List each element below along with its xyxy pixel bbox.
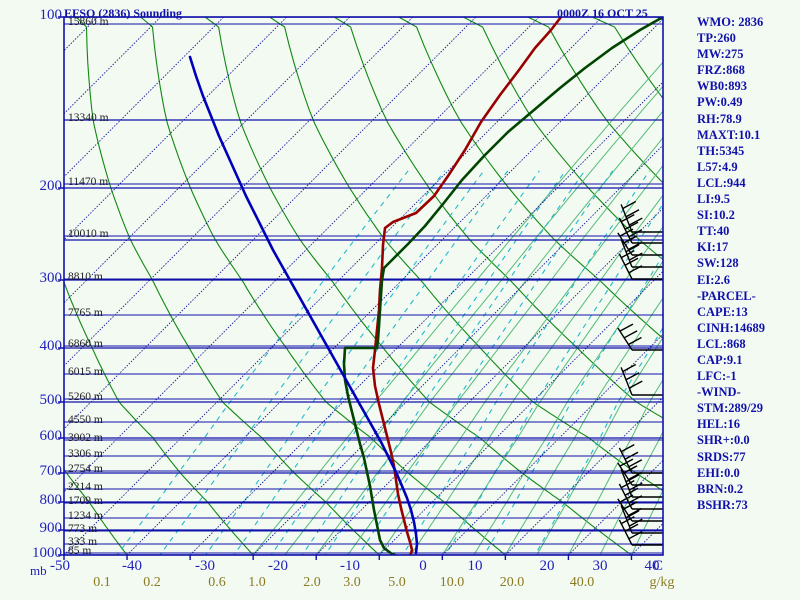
index-row: EHI:0.0 [697, 465, 740, 480]
index-row: -WIND- [697, 385, 741, 400]
temperature-tick-label: 20 [539, 558, 555, 574]
temperature-tick-label: 30 [592, 558, 608, 574]
pressure-tick-label: 1000 [32, 545, 62, 561]
plot-frame [63, 16, 664, 556]
pressure-tick-label: 800 [39, 492, 63, 508]
index-row: SRDS:77 [697, 449, 746, 464]
index-row: CAP:9.1 [697, 352, 743, 367]
height-label: 11470 m [68, 176, 109, 188]
indices-panel: WMO: 2836 TP:260 MW:275 FRZ:868 WB0:893 PW:0.… [697, 14, 797, 513]
mixing-ratio-tick-label: 3.0 [343, 575, 361, 590]
pressure-tick-label: 900 [39, 520, 63, 536]
pressure-tick-label: 600 [39, 428, 63, 444]
index-row: EI:2.6 [697, 272, 730, 287]
index-row: L57:4.9 [697, 159, 738, 174]
temperature-tick-label: 40 [644, 558, 660, 574]
height-label: 2214 m [68, 481, 103, 493]
index-row: CINH:14689 [697, 320, 766, 335]
height-label: 2754 m [68, 463, 103, 475]
height-label: 1234 m [68, 510, 103, 522]
temperature-tick-label: -20 [268, 558, 288, 574]
temperature-unit-label: C [652, 558, 663, 574]
height-label: 8810 m [68, 271, 103, 283]
moist-adiabat-lines [252, 61, 663, 555]
index-row: TP:260 [697, 31, 736, 46]
index-row: BRN:0.2 [697, 481, 744, 496]
mixing-ratio-tick-label: 40.0 [569, 575, 595, 590]
index-row: LFC:-1 [697, 369, 737, 384]
height-label: 10010 m [68, 228, 109, 240]
mixing-ratio-tick-label: 5.0 [388, 575, 406, 590]
pressure-unit-label: mb [30, 563, 47, 578]
mixing-ratio-lines [116, 170, 663, 555]
wind-barbs [617, 200, 663, 546]
pressure-tick-label: 300 [39, 270, 63, 286]
index-row: WB0:893 [697, 79, 747, 94]
height-label: 6015 m [68, 366, 103, 378]
page-title: EFSO (2836) Sounding [64, 6, 183, 20]
index-row: SHR+:0.0 [697, 433, 750, 448]
isotherm-lines [64, 17, 663, 555]
temperature-tick-label: -10 [340, 558, 360, 574]
height-label: 1709 m [68, 495, 103, 507]
index-row: FRZ:868 [697, 63, 745, 78]
temperature-tick-label: 10 [467, 558, 483, 574]
index-row: MW:275 [697, 47, 744, 62]
isobar-lines [64, 17, 663, 555]
pressure-tick-label: 700 [39, 463, 63, 479]
index-row: TT:40 [697, 224, 730, 239]
mixing-ratio-tick-label: 2.0 [303, 575, 321, 590]
height-label: 7765 m [68, 307, 103, 319]
index-row: MAXT:10.1 [697, 127, 761, 142]
index-row: -PARCEL- [697, 288, 756, 303]
index-row: SW:128 [697, 256, 739, 271]
index-row: KI:17 [697, 240, 729, 255]
timestamp: 0000Z 16 OCT 25 [557, 6, 648, 20]
pressure-tick-label: 200 [39, 178, 63, 194]
height-label: 3306 m [68, 448, 103, 460]
pressure-tick-label: 500 [39, 392, 63, 408]
mixing-ratio-tick-label: 0.2 [143, 575, 161, 590]
height-label: 333 m [68, 536, 98, 548]
mixing-ratio-tick-label: 20.0 [499, 575, 525, 590]
mixing-ratio-tick-label: 10.0 [439, 575, 465, 590]
mixing-ratio-tick-label: 0.6 [208, 575, 226, 590]
height-label: 4550 m [68, 414, 103, 426]
index-row: LI:9.5 [697, 192, 730, 207]
index-row: LCL:944 [697, 175, 746, 190]
index-row: STM:289/29 [697, 401, 763, 416]
pressure-tick-label: 100 [39, 7, 63, 23]
temperature-tick-label: 0 [419, 558, 427, 574]
height-label: 13340 m [68, 112, 109, 124]
height-label: 15860 m [68, 16, 109, 28]
index-row: PW:0.49 [697, 95, 743, 110]
index-row: BSHR:73 [697, 497, 748, 512]
mixing-ratio-tick-label: 1.0 [248, 575, 266, 590]
index-row: RH:78.9 [697, 111, 742, 126]
mixing-ratio-unit-label: g/kg [649, 575, 675, 590]
axis-ticks [58, 16, 633, 560]
index-row: CAPE:13 [697, 304, 748, 319]
height-label: 85 m [68, 545, 92, 557]
index-row: SI:10.2 [697, 208, 735, 223]
index-row: HEL:16 [697, 417, 741, 432]
height-label: 5260 m [68, 391, 103, 403]
sounding-traces [188, 17, 663, 555]
pressure-tick-label: 400 [39, 338, 63, 354]
temperature-tick-label: -40 [122, 558, 142, 574]
index-row: WMO: 2836 [697, 15, 764, 29]
height-label: 3902 m [68, 432, 103, 444]
mixing-ratio-tick-label: 0.1 [93, 575, 111, 590]
temperature-tick-label: -50 [50, 558, 70, 574]
height-label: 6860 m [68, 338, 103, 350]
temperature-tick-label: -30 [195, 558, 215, 574]
height-label: 773 m [68, 523, 98, 535]
index-row: TH:5345 [697, 143, 745, 158]
index-row: LCL:868 [697, 336, 746, 351]
